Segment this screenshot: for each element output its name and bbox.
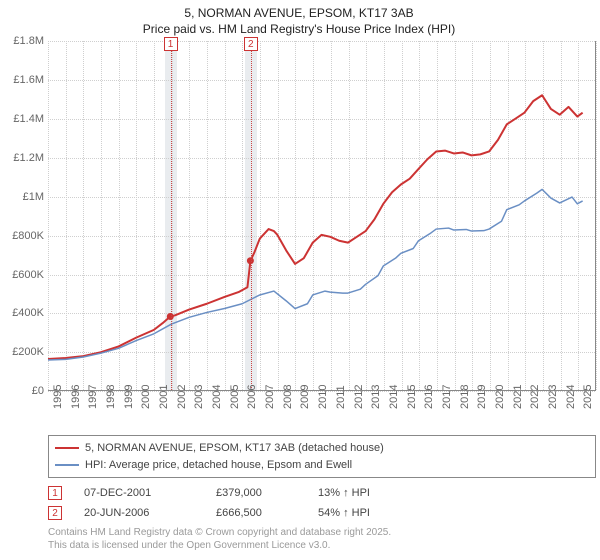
- y-tick-label: £600K: [4, 269, 44, 281]
- sale-marker-row-index: 2: [48, 506, 62, 520]
- x-tick-label: 2021: [512, 385, 524, 409]
- y-tick-label: £0: [4, 385, 44, 397]
- x-tick-label: 1997: [87, 385, 99, 409]
- y-tick-label: £400K: [4, 307, 44, 319]
- x-tick-label: 2007: [264, 385, 276, 409]
- sale-marker-line: [171, 41, 172, 390]
- x-tick-label: 1996: [70, 385, 82, 409]
- y-tick-label: £1.8M: [4, 35, 44, 47]
- sale-marker-price: £379,000: [216, 487, 296, 499]
- legend-row: 5, NORMAN AVENUE, EPSOM, KT17 3AB (detac…: [55, 440, 589, 457]
- x-tick-label: 2020: [494, 385, 506, 409]
- y-tick-label: £800K: [4, 230, 44, 242]
- x-tick-label: 2001: [158, 385, 170, 409]
- title-line-2: Price paid vs. HM Land Registry's House …: [6, 22, 592, 38]
- sale-marker-index-box: 2: [244, 37, 258, 51]
- x-tick-label: 2010: [317, 385, 329, 409]
- x-tick-label: 1995: [52, 385, 64, 409]
- sale-marker-row: 2 20-JUN-2006 £666,500 54% ↑ HPI: [48, 506, 596, 520]
- y-tick-label: £1.6M: [4, 74, 44, 86]
- x-tick-label: 2017: [441, 385, 453, 409]
- series-line-price_paid: [48, 95, 583, 359]
- sale-marker-pct: 13% ↑ HPI: [318, 487, 418, 499]
- x-tick-label: 2013: [370, 385, 382, 409]
- y-axis-labels: £0£200K£400K£600K£800K£1M£1.2M£1.4M£1.6M…: [6, 41, 48, 391]
- x-tick-label: 2004: [211, 385, 223, 409]
- y-tick-label: £1.4M: [4, 113, 44, 125]
- attribution-line-1: Contains HM Land Registry data © Crown c…: [48, 526, 596, 539]
- x-tick-label: 2025: [582, 385, 594, 409]
- x-tick-label: 2000: [140, 385, 152, 409]
- sale-marker-index-box: 1: [164, 37, 178, 51]
- x-tick-label: 2023: [547, 385, 559, 409]
- sale-marker-row-index: 1: [48, 486, 62, 500]
- attribution-line-2: This data is licensed under the Open Gov…: [48, 539, 596, 552]
- x-tick-label: 2022: [529, 385, 541, 409]
- x-tick-label: 2015: [406, 385, 418, 409]
- attribution: Contains HM Land Registry data © Crown c…: [48, 526, 596, 552]
- x-tick-label: 2003: [193, 385, 205, 409]
- y-tick-label: £1M: [4, 191, 44, 203]
- title-block: 5, NORMAN AVENUE, EPSOM, KT17 3AB Price …: [6, 6, 592, 37]
- x-tick-label: 2014: [388, 385, 400, 409]
- series-line-hpi: [48, 190, 583, 361]
- x-tick-label: 2018: [459, 385, 471, 409]
- x-tick-label: 2005: [229, 385, 241, 409]
- x-tick-label: 2009: [299, 385, 311, 409]
- below-chart-block: 5, NORMAN AVENUE, EPSOM, KT17 3AB (detac…: [48, 435, 596, 552]
- y-tick-label: £1.2M: [4, 152, 44, 164]
- x-tick-label: 2011: [335, 386, 347, 410]
- legend-label: HPI: Average price, detached house, Epso…: [85, 457, 352, 474]
- sale-marker-line: [251, 41, 252, 390]
- sale-marker-price: £666,500: [216, 507, 296, 519]
- x-tick-label: 2006: [246, 385, 258, 409]
- sale-marker-date: 07-DEC-2001: [84, 487, 194, 499]
- plot-svg: [48, 41, 595, 390]
- x-tick-label: 2016: [423, 385, 435, 409]
- x-tick-label: 2008: [282, 385, 294, 409]
- title-line-1: 5, NORMAN AVENUE, EPSOM, KT17 3AB: [6, 6, 592, 22]
- x-tick-label: 2002: [176, 385, 188, 409]
- legend-row: HPI: Average price, detached house, Epso…: [55, 457, 589, 474]
- x-tick-label: 2024: [565, 385, 577, 409]
- x-tick-label: 1999: [123, 385, 135, 409]
- y-tick-label: £200K: [4, 346, 44, 358]
- legend-swatch: [55, 447, 79, 449]
- legend: 5, NORMAN AVENUE, EPSOM, KT17 3AB (detac…: [48, 435, 596, 478]
- legend-label: 5, NORMAN AVENUE, EPSOM, KT17 3AB (detac…: [85, 440, 384, 457]
- chart-container: 5, NORMAN AVENUE, EPSOM, KT17 3AB Price …: [0, 0, 600, 560]
- legend-swatch: [55, 464, 79, 466]
- sale-marker-pct: 54% ↑ HPI: [318, 507, 418, 519]
- plot-area: 12: [48, 41, 596, 391]
- x-tick-label: 2019: [476, 385, 488, 409]
- sale-marker-row: 1 07-DEC-2001 £379,000 13% ↑ HPI: [48, 486, 596, 500]
- gridline-vertical: [596, 41, 597, 390]
- sale-markers-table: 1 07-DEC-2001 £379,000 13% ↑ HPI 2 20-JUN-200…: [48, 486, 596, 520]
- x-tick-label: 2012: [353, 385, 365, 409]
- sale-marker-date: 20-JUN-2006: [84, 507, 194, 519]
- x-tick-label: 1998: [105, 385, 117, 409]
